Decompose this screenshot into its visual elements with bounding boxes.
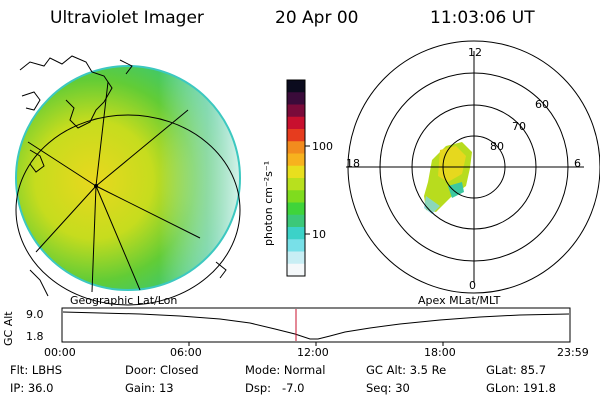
disk-edge <box>15 65 241 291</box>
timeline-left-caption: Geographic Lat/Lon <box>70 294 178 307</box>
instrument-title: Ultraviolet Imager <box>50 8 204 28</box>
colorbar-swatch <box>287 80 305 93</box>
polar-grid <box>346 40 600 294</box>
timeline-frame <box>61 307 571 343</box>
lat-circle <box>15 114 241 306</box>
mlat-label-60: 60 <box>535 98 549 111</box>
timeline-ytick-min: 1.8 <box>26 330 44 343</box>
mlt-label-0: 0 <box>469 279 476 292</box>
timeline-xtick-2359: 23:59 <box>557 346 589 359</box>
pole-marker <box>94 184 98 188</box>
colorbar-swatch <box>287 92 305 105</box>
timeline-xtick-1200: 12:00 <box>297 346 329 359</box>
colorbar-swatch <box>287 251 305 265</box>
colorbar-frame <box>286 79 306 277</box>
colorbar-swatch <box>287 239 305 252</box>
filter-info: Flt: LBHS <box>10 363 63 377</box>
time-label: 11:03:06 UT <box>430 8 535 28</box>
gain-info: Gain: 13 <box>125 381 174 395</box>
colorbar-swatch <box>287 141 305 154</box>
uv-emission-disk <box>16 66 240 290</box>
colorbar-swatch <box>287 178 305 191</box>
colorbar-swatch <box>287 116 305 130</box>
glon-info: GLon: 191.8 <box>486 381 556 395</box>
colorbar-swatches <box>287 80 305 277</box>
coastlines <box>19 55 227 297</box>
seq-info: Seq: 30 <box>366 381 410 395</box>
colorbar-swatch <box>287 104 305 118</box>
timeline-right-caption: Apex MLat/MLT <box>418 294 501 307</box>
colorbar-swatch <box>287 214 305 228</box>
timeline-xtick-0000: 00:00 <box>44 346 76 359</box>
timeline-ytick-max: 9.0 <box>26 308 44 321</box>
door-info: Door: Closed <box>125 363 199 377</box>
glat-info: GLat: 85.7 <box>486 363 547 377</box>
meridian-lines <box>27 81 201 293</box>
mlat-label-70: 70 <box>512 120 526 133</box>
polar-aurora <box>424 142 472 214</box>
colorbar-swatch <box>287 153 305 167</box>
mlt-label-6: 6 <box>574 157 581 170</box>
colorbar-swatch <box>287 190 305 203</box>
timeline-ticks <box>188 342 444 346</box>
mlt-label-12: 12 <box>468 46 482 59</box>
timeline-xtick-0600: 06:00 <box>170 346 202 359</box>
mlat-label-80: 80 <box>490 140 504 153</box>
dsp-info: Dsp: -7.0 <box>245 381 305 395</box>
mlt-label-18: 18 <box>346 157 360 170</box>
ip-info: IP: 36.0 <box>10 381 54 395</box>
colorbar-swatch <box>287 263 305 277</box>
colorbar-swatch <box>287 227 305 240</box>
date-label: 20 Apr 00 <box>275 8 359 28</box>
colorbar-swatch <box>287 202 305 216</box>
mode-info: Mode: Normal <box>245 363 326 377</box>
timeline-xtick-1800: 18:00 <box>424 346 456 359</box>
altitude-curve <box>62 311 570 340</box>
colorbar-tick-10: 10 <box>312 228 326 241</box>
colorbar-tick-100: 100 <box>312 140 333 153</box>
colorbar-swatch <box>287 165 305 179</box>
colorbar-swatch <box>287 129 305 142</box>
gc-alt-info: GC Alt: 3.5 Re <box>366 363 447 377</box>
